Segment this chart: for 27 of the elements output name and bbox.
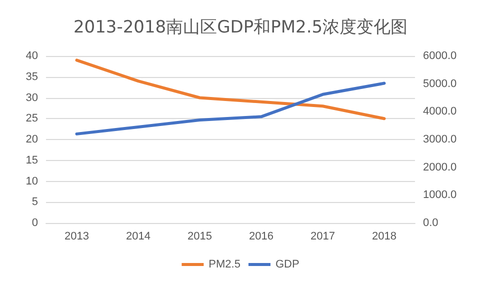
y-tick-label: 15 <box>26 154 38 166</box>
x-tick-label: 2017 <box>310 230 335 242</box>
x-tick-label: 2016 <box>249 230 274 242</box>
chart-title: 2013-2018南山区GDP和PM2.5浓度变化图 <box>73 18 408 38</box>
x-tick-label: 2014 <box>126 230 150 242</box>
y-tick-label: 25 <box>26 112 38 125</box>
y-tick-label: 40 <box>26 50 38 62</box>
y2-tick-label: 4000.0 <box>423 106 457 118</box>
y-tick-label: 30 <box>26 92 38 104</box>
y-tick-label: 0 <box>32 217 38 229</box>
y2-tick-label: 1000.0 <box>423 189 457 202</box>
x-tick-label: 2015 <box>188 230 212 242</box>
y-tick-label: 5 <box>32 196 38 208</box>
y2-tick-label: 5000.0 <box>423 78 457 90</box>
y-tick-label: 10 <box>26 175 38 188</box>
y-tick-label: 20 <box>26 134 38 146</box>
x-tick-label: 2018 <box>372 230 396 242</box>
y-tick-label: 35 <box>26 70 38 83</box>
x-tick-label: 2013 <box>64 230 89 242</box>
legend-label: GDP <box>275 258 300 270</box>
legend-label: PM2.5 <box>208 258 240 270</box>
y2-tick-label: 3000.0 <box>423 134 457 146</box>
y2-tick-label: 6000.0 <box>423 50 457 62</box>
y2-tick-label: 2000.0 <box>423 161 457 174</box>
y2-tick-label: 0.0 <box>423 217 438 229</box>
line-series <box>75 82 386 136</box>
line-series <box>75 58 386 120</box>
